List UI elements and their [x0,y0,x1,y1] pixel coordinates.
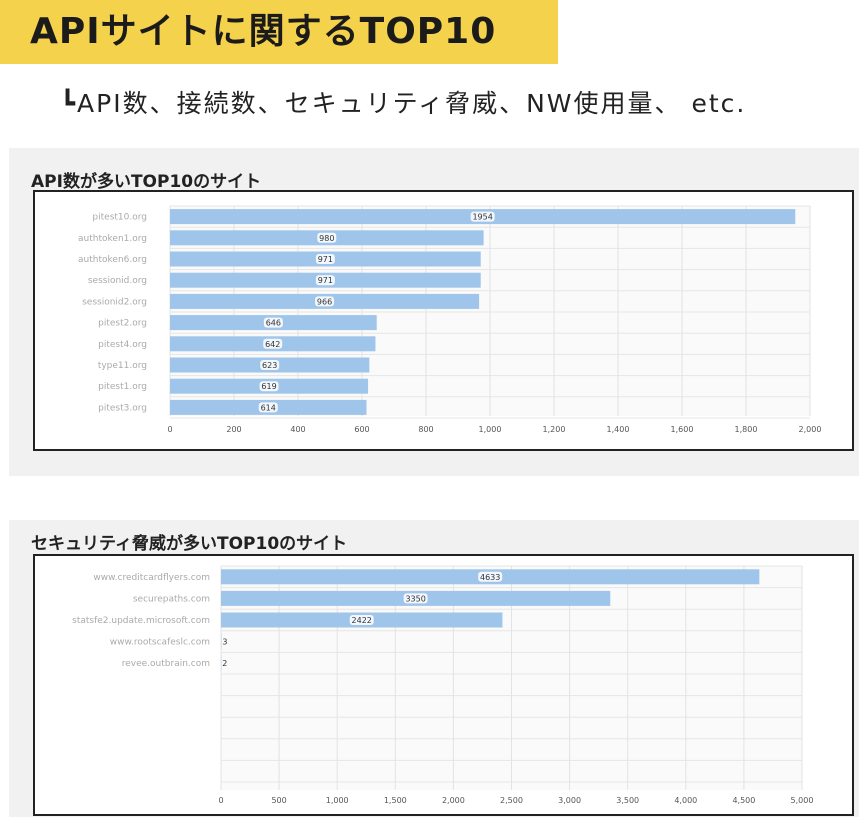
api-chart-x-tick-label: 400 [290,425,305,434]
api-chart-category-label: authtoken6.org [78,255,147,265]
api-chart-data-label: 623 [262,361,277,370]
threat-chart-data-label-bg [478,571,503,582]
api-chart-data-label-bg [315,254,335,264]
threat-chart-category-label: www.rootscafeslc.com [110,638,210,648]
threat-chart-data-label-bg [403,593,428,604]
api-chart-data-label: 971 [318,255,333,264]
api-count-chart: 0 200 400 600 800 1,000 1,200 1,400 1,600 1,800 2,… [33,190,854,451]
api-chart-data-label: 966 [317,297,332,306]
api-chart-category-label: pitest1.org [98,382,147,392]
api-chart-category-label: authtoken1.org [78,234,147,244]
api-chart-data-label-bg [263,317,283,328]
threat-chart-data-label-bg [349,615,374,625]
api-chart-data-label: 980 [319,234,334,243]
threat-chart-x-tick-label: 3,500 [616,796,639,805]
api-chart-data-label: 1954 [472,213,492,222]
threat-chart-category-label: www.creditcardflyers.com [93,573,210,583]
api-chart-category-label: sessionid.org [88,276,147,286]
api-chart-data-label: 646 [266,319,281,328]
security-threat-panel: セキュリティ脅威が多いTOP10のサイト 0 500 1,000 1,500 2,000… [9,520,859,817]
api-chart-category-label: pitest10.org [92,213,147,223]
api-chart-x-tick-label: 2,000 [799,425,822,434]
security-threat-chart: 0 500 1,000 1,500 2,000 2,500 3,000 3,500 4,000 4… [33,554,854,816]
api-chart-data-label-bg [258,402,278,413]
title-banner: APIサイトに関するTOP10 [0,0,558,64]
threat-chart-x-tick-label: 5,000 [791,796,814,805]
api-chart-category-label: sessionid2.org [82,297,147,307]
api-chart-x-tick-label: 1,000 [479,425,502,434]
threat-chart-data-label: 3 [222,638,227,647]
api-chart-data-label: 619 [261,382,276,391]
api-chart-x-tick-label: 1,800 [735,425,758,434]
api-chart-x-tick-label: 200 [226,425,241,434]
threat-chart-data-label: 4633 [480,573,500,582]
threat-chart-category-label: revee.outbrain.com [122,659,210,669]
api-chart-category-label: pitest4.org [98,340,147,350]
threat-chart-x-tick-label: 1,500 [384,796,407,805]
api-chart-data-label-bg [315,275,335,286]
api-chart-data-label-bg [263,338,283,349]
api-chart-x-tick-label: 0 [167,425,172,434]
api-chart-data-label: 614 [261,403,276,412]
api-chart-x-tick-label: 1,600 [671,425,694,434]
threat-chart-x-tick-label: 500 [271,796,286,805]
api-chart-data-label-bg [259,381,279,392]
api-chart-data-label-bg [317,232,337,243]
api-count-panel: API数が多いTOP10のサイト 0 200 400 600 800 1,000 1,200… [9,148,859,476]
api-chart-data-label-bg [315,296,335,307]
api-count-chart-svg: 0 200 400 600 800 1,000 1,200 1,400 1,600 1,800 2,… [78,205,822,434]
threat-chart-data-label: 2422 [352,616,372,625]
api-chart-category-label: type11.org [98,361,147,371]
api-chart-data-label-bg [260,360,280,370]
page-subtitle: ┗API数、接続数、セキュリティ脅威、NW使用量、 etc. [60,89,747,118]
threat-chart-x-tick-label: 3,000 [558,796,581,805]
threat-chart-x-tick-label: 2,000 [442,796,465,805]
threat-chart-category-label: securepaths.com [133,594,210,604]
api-count-chart-title: API数が多いTOP10のサイト [31,172,262,192]
threat-chart-x-tick-label: 4,500 [732,796,755,805]
api-chart-data-label: 642 [265,340,280,349]
api-chart-x-tick-label: 1,200 [543,425,566,434]
api-chart-data-label-bg [470,211,495,222]
threat-chart-category-label: statsfe2.update.microsoft.com [72,616,210,626]
threat-chart-x-tick-label: 1,000 [326,796,349,805]
api-chart-data-label: 971 [318,276,333,285]
api-chart-x-tick-label: 600 [354,425,369,434]
threat-chart-x-tick-label: 2,500 [500,796,523,805]
api-chart-category-label: pitest3.org [98,403,147,413]
api-chart-category-label: pitest2.org [98,319,147,329]
threat-chart-data-label: 3350 [405,594,425,603]
api-chart-x-tick-label: 800 [418,425,433,434]
security-threat-chart-title: セキュリティ脅威が多いTOP10のサイト [31,534,348,554]
page-title: APIサイトに関するTOP10 [30,11,497,52]
threat-chart-x-tick-label: 4,000 [674,796,697,805]
security-threat-chart-svg: 0 500 1,000 1,500 2,000 2,500 3,000 3,500 4,000 4… [72,565,814,805]
api-chart-x-tick-label: 1,400 [607,425,630,434]
threat-chart-x-tick-label: 0 [218,796,223,805]
threat-chart-data-label: 2 [222,659,227,668]
